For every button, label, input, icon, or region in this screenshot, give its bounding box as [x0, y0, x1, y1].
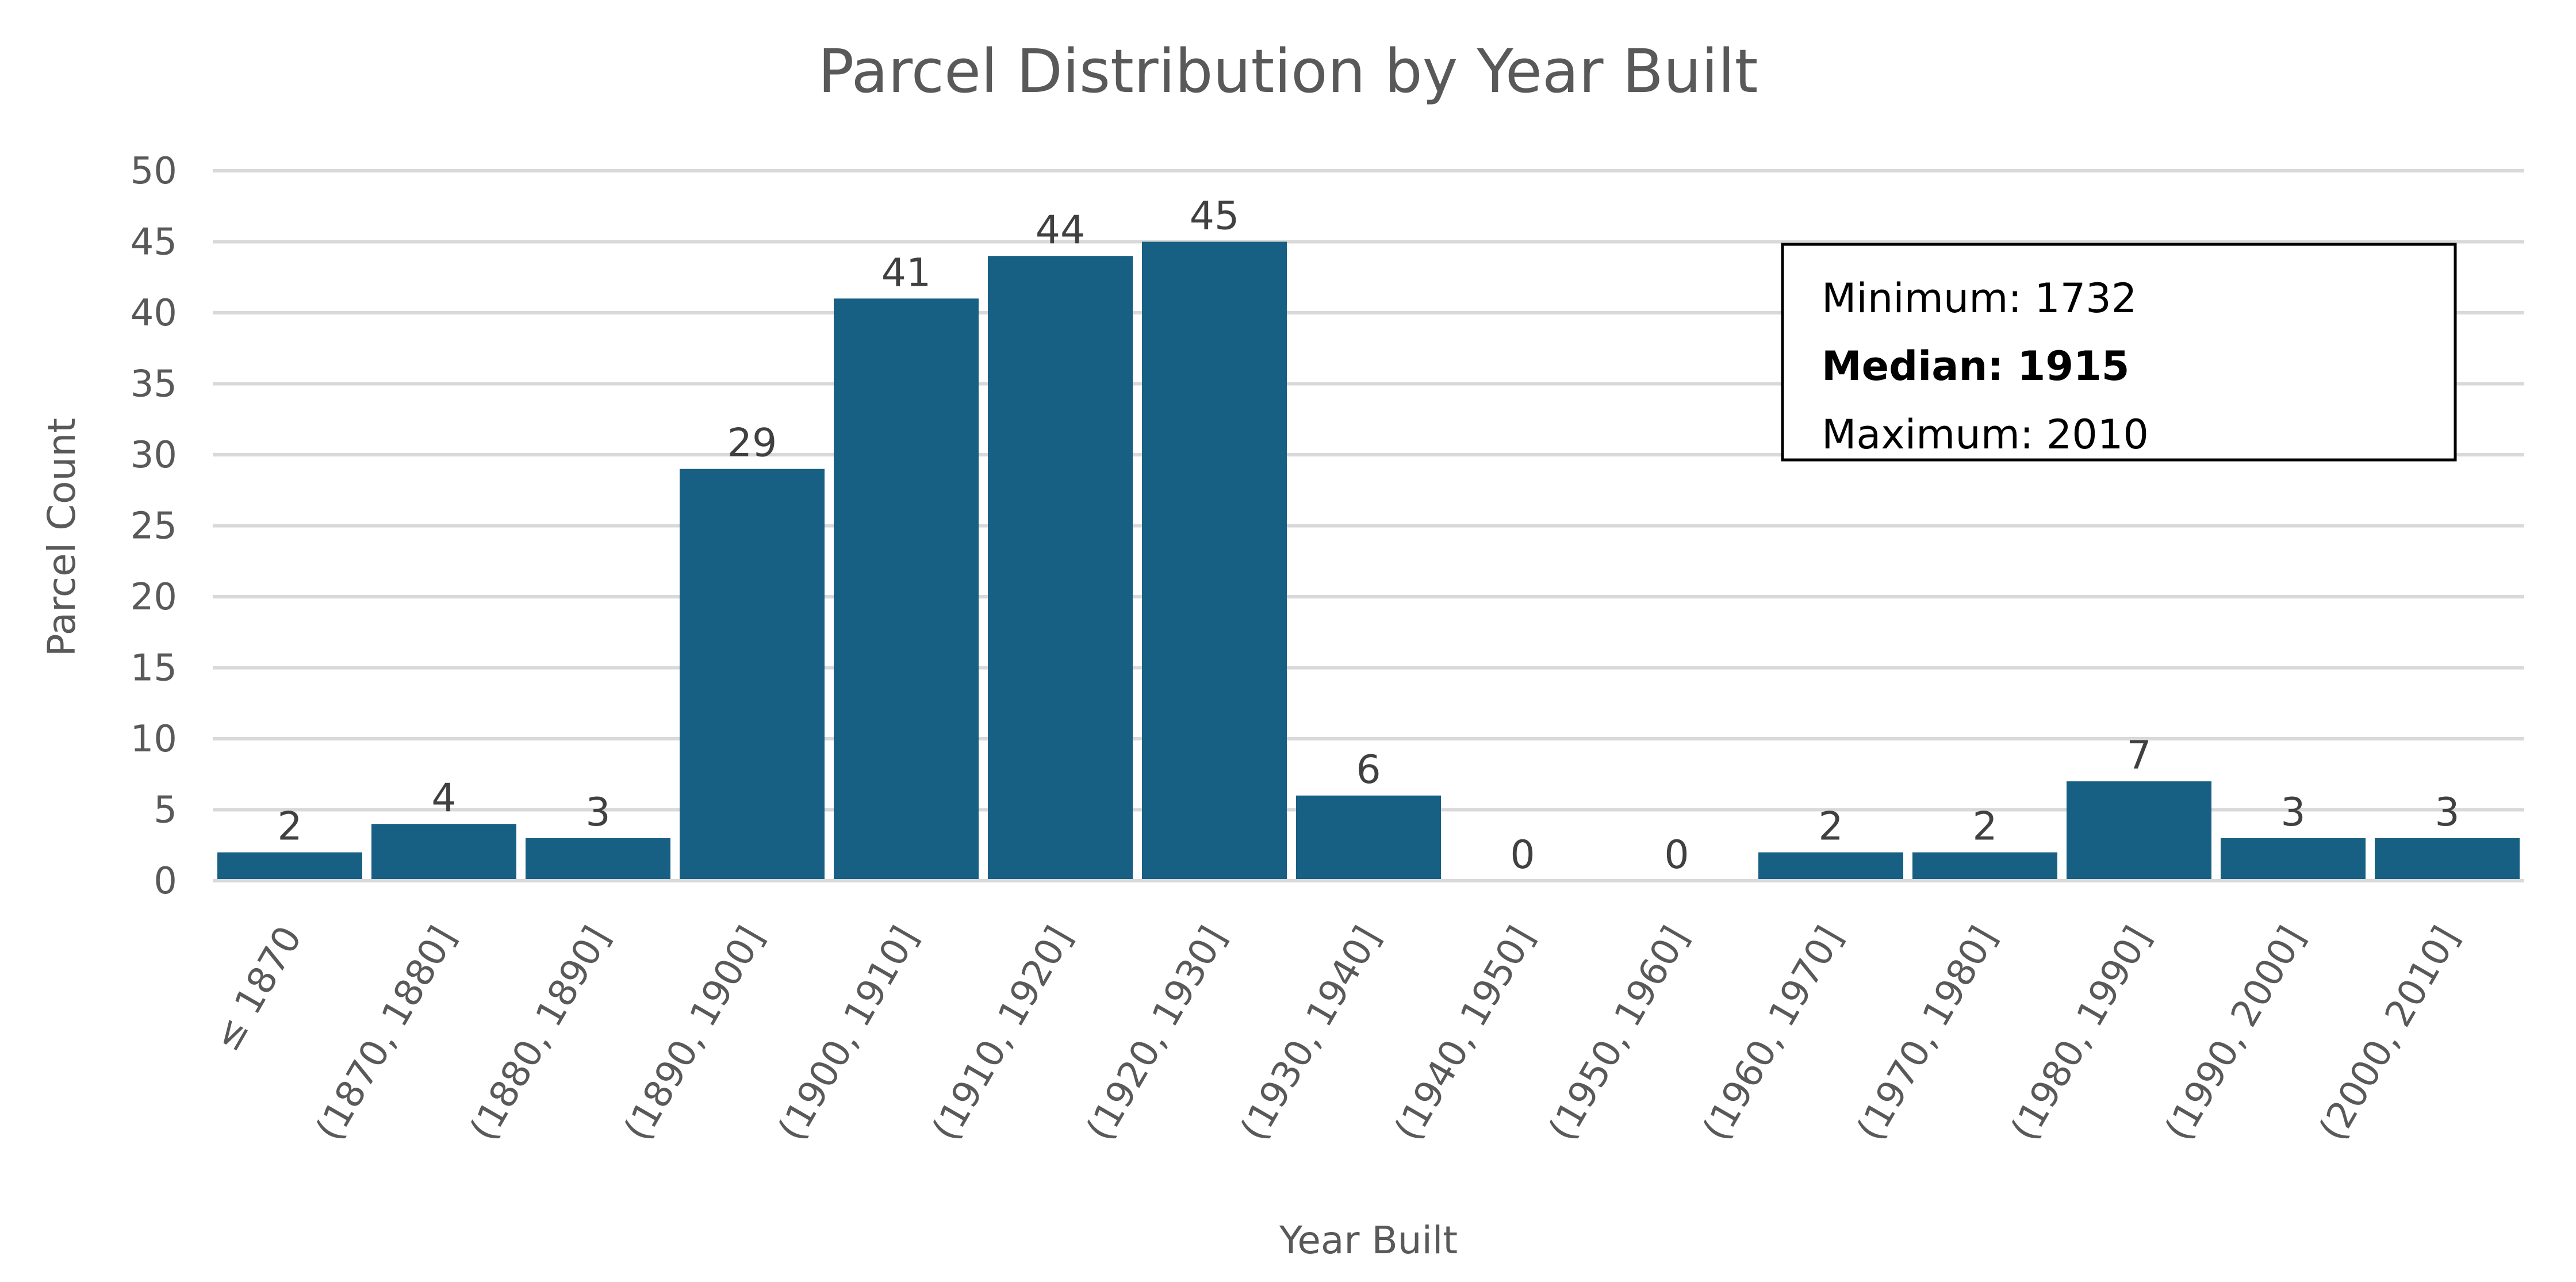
data-label: 0 [1664, 832, 1689, 878]
data-label: 0 [1510, 832, 1535, 878]
bar [834, 298, 979, 881]
bar [680, 469, 825, 881]
bar [2067, 781, 2211, 881]
chart-title: Parcel Distribution by Year Built [818, 36, 1758, 106]
data-label: 44 [1036, 208, 1086, 253]
y-tick-label: 0 [154, 860, 177, 903]
y-tick-label: 45 [131, 221, 177, 264]
y-tick-label: 40 [131, 292, 177, 335]
x-tick-label: (1940, 1950] [1387, 919, 1543, 1148]
bar [526, 838, 670, 881]
data-label: 6 [1356, 747, 1381, 793]
y-axis-ticks: 0 5 10 15 20 25 30 35 40 45 50 [131, 150, 177, 903]
gridlines [213, 169, 2524, 812]
x-tick-label: (1920, 1930] [1079, 919, 1235, 1148]
bars [217, 241, 2520, 881]
x-tick-label: (1890, 1900] [616, 919, 773, 1148]
stats-annotation-box: Minimum: 1732 Median: 1915 Maximum: 2010 [1781, 243, 2457, 462]
x-tick-label: (1900, 1910] [770, 919, 927, 1148]
stats-median: Median: 1915 [1822, 343, 2130, 390]
stats-box-frame [1781, 243, 2457, 462]
bar [1912, 852, 2057, 881]
y-axis-title: Parcel Count [40, 418, 84, 657]
bar [1758, 852, 1903, 881]
bar [2221, 838, 2366, 881]
bar [1142, 241, 1287, 881]
x-tick-label: (1990, 2000] [2157, 919, 2314, 1148]
data-label: 45 [1190, 194, 1240, 239]
y-tick-label: 50 [131, 150, 177, 193]
y-tick-label: 35 [131, 363, 177, 406]
stats-maximum: Maximum: 2010 [1822, 411, 2149, 458]
bar [217, 852, 362, 881]
data-label: 7 [2126, 733, 2151, 778]
bar [1296, 795, 1441, 881]
data-label: 3 [2435, 790, 2459, 835]
data-label: 3 [2280, 790, 2305, 835]
data-label: 2 [1818, 804, 1843, 850]
y-tick-label: 15 [131, 647, 177, 690]
data-label: 29 [727, 421, 777, 466]
x-tick-label: ≤ 1870 [205, 919, 310, 1058]
x-axis-title: Year Built [1279, 1218, 1458, 1262]
data-label: 2 [277, 804, 302, 850]
bar [371, 824, 516, 881]
x-axis-ticks: ≤ 1870(1870, 1880](1880, 1890](1890, 190… [205, 919, 2468, 1148]
y-tick-label: 10 [131, 718, 177, 761]
bar [988, 256, 1133, 881]
y-tick-label: 5 [154, 789, 177, 832]
x-tick-label: (1880, 1890] [462, 919, 619, 1148]
bar [2375, 838, 2520, 881]
x-tick-label: (1950, 1960] [1541, 919, 1697, 1148]
data-labels: 2 4 3 29 41 44 45 6 0 0 2 2 7 3 3 [277, 194, 2459, 878]
y-tick-label: 30 [131, 434, 177, 477]
x-tick-label: (1870, 1880] [308, 919, 465, 1148]
stats-minimum: Minimum: 1732 [1822, 275, 2137, 322]
x-tick-label: (2000, 2010] [2312, 919, 2468, 1148]
y-tick-label: 25 [131, 505, 177, 548]
y-tick-label: 20 [131, 576, 177, 619]
x-tick-label: (1980, 1990] [2003, 919, 2160, 1148]
x-tick-label: (1970, 1980] [1849, 919, 2006, 1148]
x-tick-label: (1930, 1940] [1233, 919, 1389, 1148]
x-tick-label: (1910, 1920] [925, 919, 1081, 1148]
data-label: 2 [1972, 804, 1997, 850]
data-label: 4 [431, 776, 456, 821]
data-label: 3 [585, 790, 610, 835]
x-tick-label: (1960, 1970] [1695, 919, 1851, 1148]
data-label: 41 [881, 250, 931, 295]
